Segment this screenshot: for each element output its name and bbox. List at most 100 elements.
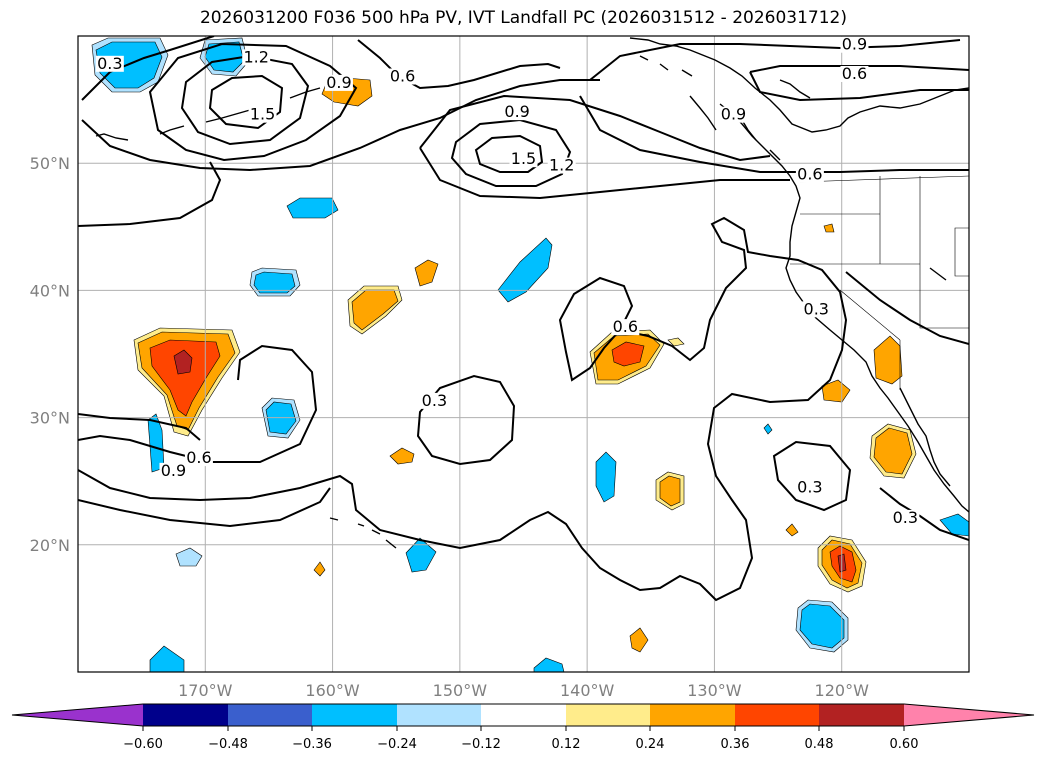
colorbar-tick-label: 0.36: [721, 737, 750, 752]
colorbar-segment: [397, 704, 481, 726]
lat-tick-label: 50°N: [30, 154, 70, 173]
contour-1-5-gulf: [474, 134, 544, 173]
blob-neg-3: [286, 197, 339, 219]
contour-label: 1.5: [511, 149, 536, 168]
blob-pos-8-mid: [659, 475, 681, 507]
contour-label-bg: [719, 106, 748, 123]
contour-label: 0.3: [797, 477, 822, 496]
colorbar-tick-label: 0.60: [890, 737, 919, 752]
contour-label: 0.6: [390, 67, 415, 86]
border-states: [790, 176, 969, 390]
colorbar-segment: [312, 704, 397, 726]
state-borders: [790, 175, 969, 390]
contour-label: 0.6: [613, 317, 638, 336]
colorbar-segment: [143, 704, 228, 726]
lon-tick-label: 120°W: [815, 681, 870, 700]
blob-pos-6: [667, 337, 685, 347]
colorbar-tick-label: −0.24: [377, 737, 417, 752]
map-frame: [77, 35, 970, 673]
blob-pos-4: [414, 259, 439, 287]
blob-neg-9: [405, 537, 437, 573]
contour-label-bg: [95, 55, 124, 72]
blob-pos-16: [823, 223, 835, 233]
contour-label-bg: [248, 106, 277, 123]
contour-label-bg: [802, 301, 831, 318]
contour-label-bg: [840, 36, 869, 53]
contour-label-bg: [388, 68, 417, 85]
contour-0-6-north: [749, 65, 969, 102]
lon-tick-label: 150°W: [433, 681, 488, 700]
lat-tick-label: 20°N: [30, 536, 70, 555]
contour-labels: 0.3 1.21.50.9 0.60.91.5 1.20.90.60.90.60.30…: [95, 35, 920, 527]
blob-neg-10: [595, 451, 617, 503]
contour-label: 0.3: [893, 508, 918, 527]
coastline-small-2: [929, 267, 947, 281]
blob-pos-1-max: [173, 349, 193, 375]
contour-0-9-gulf: [419, 94, 790, 200]
contour-label: 1.5: [250, 105, 275, 124]
coastline-hawaii: [329, 517, 397, 549]
blob-pos-13: [873, 335, 903, 385]
colorbar-tick-label: −0.60: [123, 737, 163, 752]
contour-label-bg: [324, 74, 353, 91]
contour-label-bg: [795, 479, 824, 496]
coastline-bc-islands: [639, 55, 781, 161]
contour-label: 0.6: [842, 64, 867, 83]
contour-label: 0.9: [326, 73, 351, 92]
contour-label: 1.2: [549, 156, 574, 175]
contour-1-5-alaska: [208, 74, 284, 130]
contour-0-6-alaska: [78, 36, 600, 227]
blob-pos-5-strong: [611, 341, 645, 367]
colorbar-segment: [228, 704, 312, 726]
coastlines: [95, 37, 969, 549]
colorbar-tick-label: 0.12: [552, 737, 581, 752]
coastline-alaska-islands: [95, 87, 321, 141]
contour-0-9-north: [579, 39, 969, 173]
colorbar-tick-label: −0.12: [461, 737, 501, 752]
map-area: 0.3 1.21.50.9 0.60.91.5 1.20.90.60.90.60.30…: [78, 35, 969, 672]
contour-label-bg: [159, 462, 188, 479]
blob-pos-1-strong: [149, 339, 221, 417]
blob-pos-15: [821, 379, 851, 403]
contour-label: 0.6: [797, 164, 822, 183]
colorbar: −0.60 −0.48 −0.36 −0.24 −0.12 0.12 0.24 0.36 0.4…: [11, 703, 1035, 752]
lon-tick-label: 160°W: [305, 681, 360, 700]
blob-pos-11: [785, 523, 799, 537]
negative-anomaly-blobs: [91, 37, 969, 672]
contour-label: 1.2: [243, 47, 268, 66]
colorbar-extend-min: [12, 704, 143, 726]
lon-tick-label: 130°W: [687, 681, 742, 700]
blob-neg-5: [497, 237, 553, 303]
blob-neg-12-core: [799, 603, 845, 649]
contour-label-bg: [420, 392, 449, 409]
contour-label: 0.6: [186, 448, 211, 467]
contour-label: 0.9: [842, 35, 867, 54]
lat-tick-label: 40°N: [30, 281, 70, 300]
blob-neg-8: [175, 547, 203, 567]
coastline-baja: [899, 387, 951, 487]
colorbar-segment: [735, 704, 819, 726]
contour-0-3-main: [78, 413, 331, 528]
border-us-canada: [799, 175, 969, 183]
contour-label-bg: [509, 151, 538, 168]
blob-pos-14-mid: [873, 427, 913, 475]
blob-neg-11: [763, 423, 773, 435]
blob-pos-7: [389, 447, 415, 465]
contour-label-bg: [795, 166, 824, 183]
colorbar-segment: [481, 704, 566, 726]
blob-pos-9: [313, 561, 326, 577]
colorbar-segment: [819, 704, 904, 726]
contour-0-3-coast: [845, 271, 969, 541]
contour-label: 0.3: [97, 54, 122, 73]
lon-tick-label: 170°W: [178, 681, 233, 700]
contour-label: 0.9: [161, 461, 186, 480]
contour-label: 0.9: [504, 102, 529, 121]
contour-1-2-alaska: [180, 54, 310, 146]
contour-label-bg: [547, 157, 576, 174]
colorbar-extend-max: [904, 704, 1034, 726]
coastline-small-1: [779, 79, 811, 99]
colorbar-tick-label: −0.48: [208, 737, 248, 752]
contour-label-bg: [891, 509, 920, 526]
contour-label: 0.9: [721, 105, 746, 124]
